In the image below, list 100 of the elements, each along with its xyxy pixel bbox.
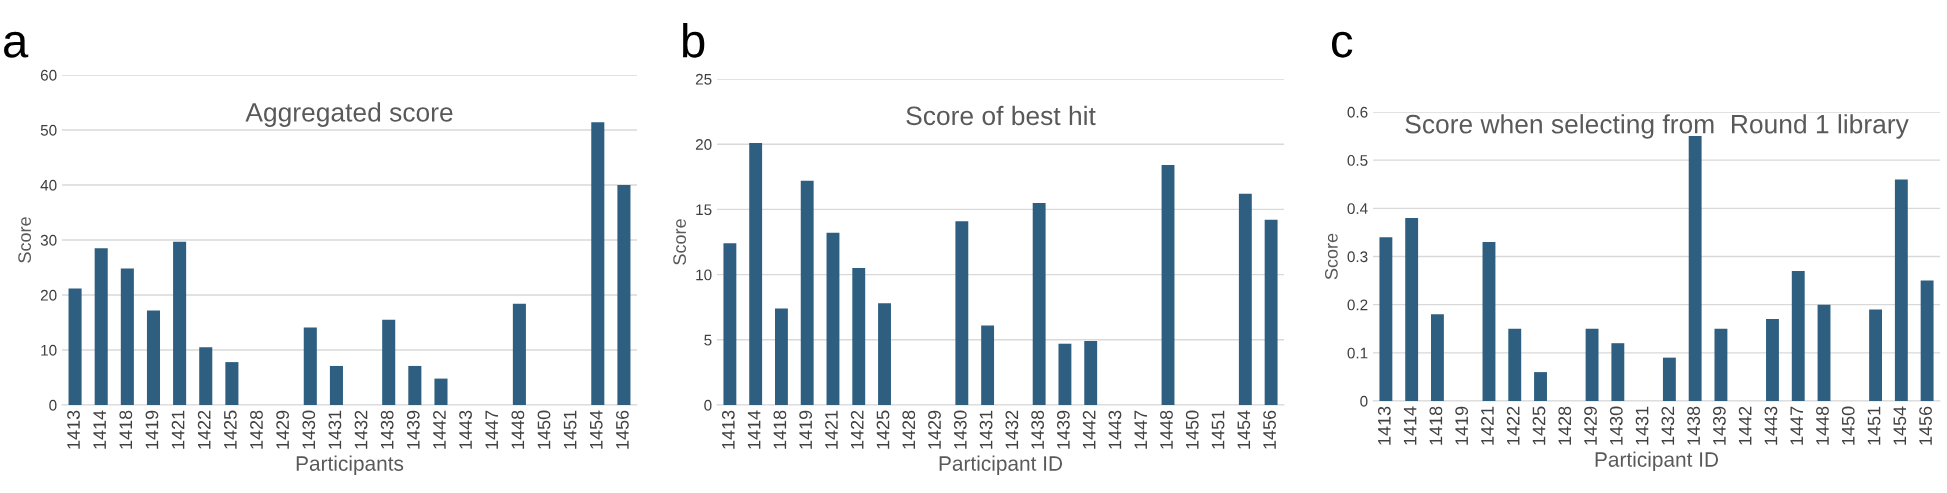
y-tick-label: 0.3 [1347,251,1368,263]
x-tick-label: 1413 [721,410,735,449]
bar [1817,304,1831,401]
y-tick-label: 0.2 [1347,299,1368,311]
y-axis-title: Score [1324,233,1338,280]
bar [408,365,422,405]
y-tick-label: 5 [704,334,712,346]
x-tick-label: 1454 [1237,410,1251,449]
x-tick-label: 1451 [1867,406,1881,445]
y-tick-label: 0.4 [1347,203,1368,215]
x-tick-label: 1451 [1211,410,1225,449]
y-tick-label: 0 [704,399,712,411]
x-tick-label: 1429 [1584,406,1597,445]
text: b [683,22,705,58]
x-tick-label: 1418 [1429,406,1443,445]
x-tick-label: 1421 [171,410,185,449]
bar [1161,165,1175,405]
bar [1508,328,1522,401]
y-tick-label: 0.1 [1347,347,1368,359]
bar [1032,202,1046,405]
x-tick-label: 1419 [799,410,813,449]
x-tick-label: 1432 [354,410,368,449]
x-tick-label: 1454 [1893,406,1907,445]
x-tick-label: 1443 [1108,410,1122,449]
bar [1662,357,1676,401]
bar [303,327,317,405]
x-tick-label: 1454 [590,410,603,449]
x-axis-title: Participants [296,455,404,475]
x-tick-label: 1456 [1919,406,1932,445]
x-tick-label: 1414 [93,410,106,449]
x-tick-label: 1422 [850,410,864,449]
x-tick-label: 1432 [1005,410,1019,449]
bar [94,248,108,405]
x-tick-label: 1418 [773,410,787,449]
x-tick-label: 1442 [1738,406,1752,445]
x-tick-label: 1413 [1377,406,1391,445]
bar [1688,136,1702,401]
bar [955,221,969,405]
x-tick-label: 1429 [276,410,290,449]
x-tick-label: 1425 [876,410,890,449]
x-tick-label: 1414 [1403,406,1417,445]
x-tick-label: 1443 [1764,406,1778,445]
text: Aggregated score [245,102,453,127]
x-tick-label: 1422 [197,410,211,449]
y-tick-label: 0.6 [1347,106,1368,118]
y-axis-title: Score [18,217,32,263]
bar [199,347,213,405]
y-tick-label: 20 [695,139,712,150]
x-tick-label: 1421 [1481,406,1494,445]
x-tick-label: 1442 [433,410,446,449]
bar [723,243,737,405]
x-tick-label: 1439 [1056,410,1070,449]
bar [981,325,995,405]
bar [1238,193,1252,405]
x-tick-label: 1448 [511,410,525,449]
bar [1482,242,1496,401]
bar [329,365,343,405]
x-tick-label: 1438 [1031,410,1045,449]
x-tick-label: 1425 [223,410,237,449]
x-tick-label: 1428 [1558,406,1572,445]
x-axis-title: Participant ID [939,455,1063,475]
x-tick-label: 1439 [1712,406,1726,445]
x-tick-label: 1432 [1661,406,1675,445]
x-tick-label: 1431 [328,410,342,449]
bar [878,303,891,405]
bar [68,288,82,405]
bar [591,122,605,405]
bar [1714,328,1728,401]
x-tick-label: 1430 [1609,406,1623,445]
x-tick-label: 1413 [67,410,80,449]
text: a [4,31,29,58]
bar [225,362,239,405]
x-tick-label: 1431 [1635,406,1649,445]
x-tick-label: 1422 [1506,406,1520,445]
bar [826,232,840,405]
x-tick-label: 1442 [1082,410,1096,449]
x-tick-label: 1450 [1841,406,1855,445]
text: c [1332,31,1353,58]
x-tick-label: 1414 [747,410,761,449]
x-axis-title: Participant ID [1595,451,1719,471]
y-tick-label: 0 [1360,395,1368,407]
x-tick-label: 1430 [302,410,316,449]
y-axis-title: Score [673,219,687,265]
x-tick-label: 1429 [928,410,941,449]
y-tick-label: 10 [41,344,57,356]
x-tick-label: 1430 [953,410,967,449]
bar [1084,341,1098,405]
bar [434,378,448,405]
chart-title: Score when selecting from Round 1 library [1405,114,1909,139]
bar [120,268,134,405]
x-tick-label: 1447 [485,410,498,449]
y-tick-label: 0 [49,399,57,411]
x-tick-label: 1443 [459,410,472,449]
bar [774,308,788,405]
x-tick-label: 1451 [563,410,577,449]
x-tick-label: 1447 [1134,410,1147,449]
x-tick-label: 1456 [615,410,629,449]
y-tick-label: 10 [696,269,712,281]
y-tick-label: 60 [40,69,57,81]
bar [1058,343,1072,405]
